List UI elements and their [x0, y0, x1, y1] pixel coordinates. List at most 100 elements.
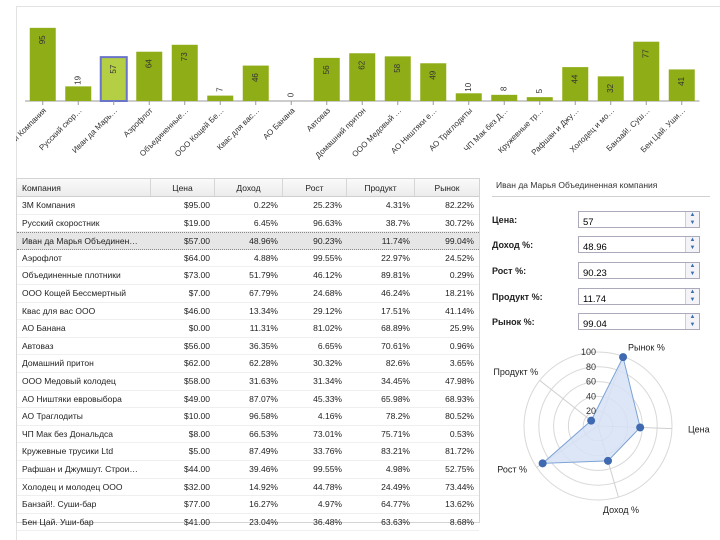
- table-row[interactable]: Квас для вас ООО $46.00 13.34% 29.12% 17.51%…: [17, 303, 479, 321]
- category-label: Автоваз: [305, 106, 333, 134]
- cell-market: 47.98%: [445, 375, 474, 386]
- cell-growth: 96.63%: [313, 217, 342, 228]
- product-stepper[interactable]: ▲▼: [578, 288, 700, 307]
- radar-point: [538, 459, 547, 468]
- growth-stepper[interactable]: ▲▼: [578, 262, 700, 281]
- cell-price: $0.00: [188, 323, 210, 334]
- cell-income: 13.34%: [249, 305, 278, 316]
- spin-up-icon[interactable]: ▲: [689, 212, 696, 218]
- table-row[interactable]: ЧП Мак без Дональдса $8.00 66.53% 73.01% 75.…: [17, 426, 479, 444]
- market-spinner[interactable]: ▲ ▼: [685, 314, 699, 329]
- table-row[interactable]: Русский скоростник $19.00 6.45% 96.63% 38.7%…: [17, 215, 479, 233]
- table-row[interactable]: ООО Кощей Бессмертный $7.00 67.79% 24.68% 46…: [17, 285, 479, 303]
- cell-income: 66.53%: [249, 428, 278, 439]
- cell-market: 0.29%: [449, 270, 474, 281]
- radar-tick-label: 40: [586, 391, 596, 401]
- price-stepper[interactable]: ▲▼: [578, 211, 700, 230]
- table-row[interactable]: Аэрофлот $64.00 4.88% 99.55% 22.97% 24.52%: [17, 250, 479, 268]
- spin-down-icon[interactable]: ▼: [689, 296, 696, 303]
- table-row[interactable]: Банзай!. Суши-бар $77.00 16.27% 4.97% 64.77%…: [17, 496, 479, 514]
- cell-growth: 73.01%: [313, 428, 342, 439]
- header-growth[interactable]: Рост: [283, 179, 347, 196]
- cell-price: $49.00: [184, 393, 210, 404]
- table-row[interactable]: АО Траглодиты $10.00 96.58% 4.16% 78.2% 80.52…: [17, 408, 479, 426]
- cell-company: АО Ништяки евровыбора: [22, 393, 122, 404]
- cell-company: Рафшан и Джумшут. Строи…: [22, 463, 138, 474]
- table-row[interactable]: ООО Медовый колодец $58.00 31.63% 31.34% 34.…: [17, 373, 479, 391]
- table-row[interactable]: Автоваз $56.00 36.35% 6.65% 70.61% 0.96%: [17, 338, 479, 356]
- cell-income: 36.35%: [249, 340, 278, 351]
- header-income[interactable]: Доход: [215, 179, 283, 196]
- bar: [562, 67, 589, 101]
- table-row[interactable]: АО Ништяки евровыбора $49.00 87.07% 45.33% 6…: [17, 391, 479, 409]
- spin-up-icon[interactable]: ▲: [689, 263, 696, 269]
- growth-input[interactable]: [579, 266, 683, 281]
- header-company[interactable]: Компания: [17, 179, 151, 196]
- growth-spinner[interactable]: ▲ ▼: [685, 263, 699, 278]
- income-spinner[interactable]: ▲ ▼: [685, 237, 699, 252]
- cell-market: 82.22%: [445, 200, 474, 210]
- table-row[interactable]: Кружевные трусики Ltd $5.00 87.49% 33.76% 83…: [17, 443, 479, 461]
- spin-down-icon[interactable]: ▼: [689, 219, 696, 226]
- radar-axis-label: Рост %: [497, 464, 527, 474]
- spin-down-icon[interactable]: ▼: [689, 321, 696, 328]
- cell-growth: 24.68%: [313, 287, 342, 298]
- cell-growth: 4.97%: [317, 499, 342, 510]
- cell-product: 65.98%: [381, 393, 410, 404]
- income-stepper[interactable]: ▲▼: [578, 236, 700, 255]
- table-row[interactable]: Холодец и молодец ООО $32.00 14.92% 44.78% 2…: [17, 479, 479, 497]
- bar: [420, 63, 447, 101]
- cell-market: 30.72%: [445, 217, 474, 228]
- table-row[interactable]: Бен Цай. Уши-бар $41.00 23.04% 36.48% 63.63%…: [17, 514, 479, 532]
- product-input[interactable]: [579, 292, 683, 307]
- radar-point: [587, 416, 596, 425]
- cell-price: $64.00: [184, 252, 210, 263]
- category-label: Аэрофлот: [122, 106, 155, 139]
- bar-value-label: 5: [535, 88, 544, 93]
- bar: [597, 76, 624, 101]
- cell-income: 11.31%: [249, 323, 278, 334]
- price-input[interactable]: [579, 215, 683, 230]
- bar-value-label: 0: [286, 92, 295, 97]
- table-row[interactable]: Рафшан и Джумшут. Строи… $44.00 39.46% 99.5…: [17, 461, 479, 479]
- table-row[interactable]: 3M Компания $95.00 0.22% 25.23% 4.31% 82.22%: [17, 197, 479, 215]
- cell-growth: 46.12%: [313, 270, 342, 281]
- bar-value-label: 10: [464, 82, 473, 91]
- spin-up-icon[interactable]: ▲: [689, 314, 696, 320]
- bar-value-label: 44: [570, 74, 579, 83]
- cell-price: $41.00: [184, 516, 210, 527]
- cell-growth: 99.55%: [313, 463, 342, 474]
- table-row[interactable]: Домашний притон $62.00 62.28% 30.32% 82.6% 3.…: [17, 355, 479, 373]
- spin-down-icon[interactable]: ▼: [689, 270, 696, 277]
- header-product[interactable]: Продукт: [347, 179, 415, 196]
- income-input[interactable]: [579, 240, 683, 255]
- cell-company: Бен Цай. Уши-бар: [22, 516, 94, 527]
- spin-down-icon[interactable]: ▼: [689, 244, 696, 251]
- market-stepper[interactable]: ▲▼: [578, 313, 700, 332]
- header-price[interactable]: Цена: [151, 179, 215, 196]
- table-row[interactable]: Объединенные плотники $73.00 51.79% 46.12% 8…: [17, 267, 479, 285]
- spin-up-icon[interactable]: ▲: [689, 237, 696, 243]
- spin-up-icon[interactable]: ▲: [689, 289, 696, 295]
- bar: [242, 65, 269, 101]
- market-input[interactable]: [579, 317, 683, 332]
- table-row[interactable]: Иван да Марья Объединен… $57.00 48.96% 90.2…: [17, 232, 479, 250]
- cell-product: 89.81%: [381, 270, 410, 281]
- cell-price: $58.00: [184, 375, 210, 386]
- product-spinner[interactable]: ▲ ▼: [685, 289, 699, 304]
- cell-company: АО Траглодиты: [22, 411, 83, 422]
- companies-grid[interactable]: Компания Цена Доход Рост Продукт Рынок 3…: [16, 178, 480, 532]
- cell-company: Банзай!. Суши-бар: [22, 499, 97, 510]
- cell-growth: 33.76%: [313, 446, 342, 457]
- cell-growth: 44.78%: [313, 481, 342, 492]
- cell-market: 25.9%: [449, 323, 474, 334]
- header-market[interactable]: Рынок: [434, 183, 460, 193]
- price-spinner[interactable]: ▲ ▼: [685, 212, 699, 227]
- cell-growth: 25.23%: [313, 200, 342, 210]
- table-row[interactable]: АО Банана $0.00 11.31% 81.02% 68.89% 25.9%: [17, 320, 479, 338]
- cell-product: 22.97%: [381, 252, 410, 263]
- bar: [313, 57, 340, 101]
- bar: [65, 86, 92, 101]
- cell-market: 0.53%: [449, 428, 474, 439]
